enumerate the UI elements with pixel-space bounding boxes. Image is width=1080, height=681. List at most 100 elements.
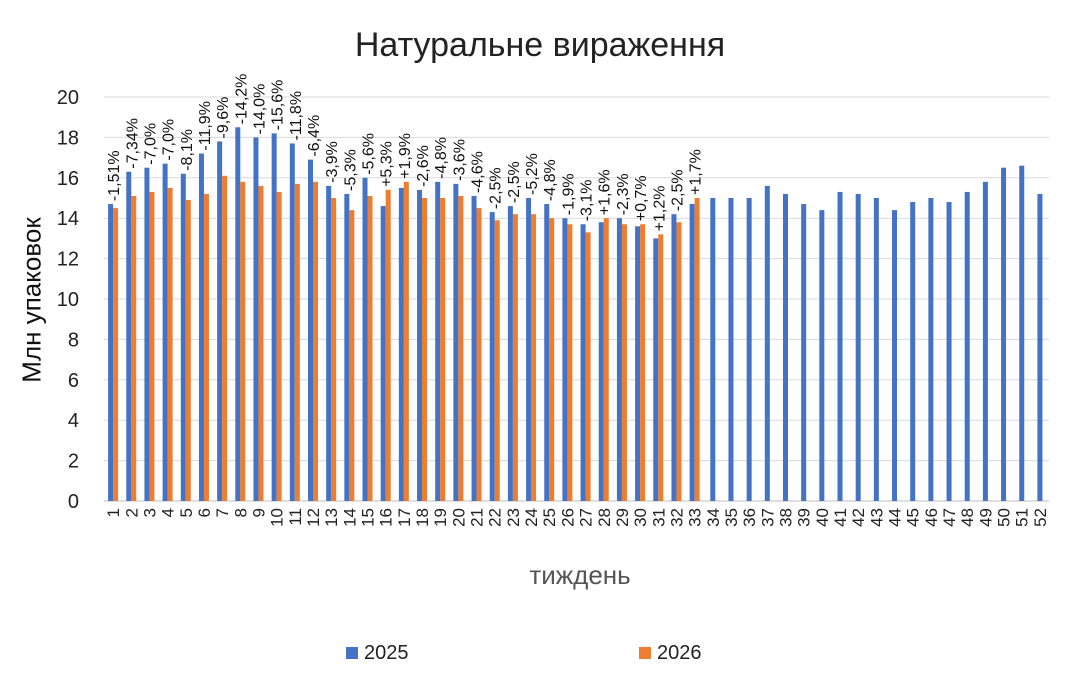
- bar-2025: [580, 224, 586, 501]
- bar-2026: [385, 189, 391, 502]
- bar-2026: [512, 214, 518, 501]
- bar-2025: [144, 167, 150, 501]
- bar-2025: [837, 191, 843, 501]
- bar-2026: [403, 181, 409, 501]
- x-tick-label: 47: [940, 508, 959, 527]
- bar-2026: [640, 224, 646, 501]
- legend-item-2026: 2026: [639, 641, 702, 665]
- x-tick-label: 29: [613, 508, 632, 527]
- x-tick-label: 9: [249, 508, 268, 517]
- change-label: -4,8%: [542, 159, 559, 201]
- bar-2026: [258, 185, 264, 501]
- change-label: -15,6%: [270, 80, 287, 131]
- x-tick-label: 23: [504, 508, 523, 527]
- bar-2025: [801, 204, 807, 501]
- bar-2026: [476, 208, 482, 501]
- bar-2026: [367, 195, 373, 502]
- bar-2026: [113, 208, 119, 501]
- change-label: -8,1%: [179, 129, 196, 171]
- change-label: -1,51%: [106, 150, 123, 201]
- y-axis-ticks: 0 2 4 6 8 10 12 14 16 18 20: [57, 87, 79, 513]
- bar-2026: [422, 198, 428, 501]
- legend-swatch-2025: [346, 647, 358, 659]
- bar-2025: [289, 143, 295, 501]
- bars: [108, 127, 1043, 502]
- bar-2025: [598, 222, 604, 502]
- bar-2026: [331, 198, 337, 501]
- change-label: -1,9%: [560, 173, 577, 215]
- x-tick-label: 33: [686, 508, 705, 527]
- change-label: -3,6%: [451, 139, 468, 181]
- y-tick-label: 14: [57, 208, 79, 230]
- change-label: -2,5%: [488, 167, 505, 209]
- x-tick-label: 3: [140, 508, 159, 517]
- change-label: -14,2%: [233, 74, 250, 125]
- legend-swatch-2026: [639, 647, 651, 659]
- bar-2026: [276, 191, 282, 501]
- x-tick-label: 51: [1013, 508, 1032, 527]
- y-tick-label: 12: [57, 249, 79, 271]
- bar-2025: [728, 198, 734, 501]
- bar-2026: [294, 183, 300, 502]
- change-label: -3,1%: [579, 179, 596, 221]
- x-tick-label: 41: [831, 508, 850, 527]
- legend-item-2025: 2025: [346, 641, 409, 665]
- bar-2026: [458, 195, 464, 502]
- bar-2025: [689, 204, 695, 501]
- change-label: -9,6%: [215, 97, 232, 139]
- y-tick-label: 0: [68, 491, 79, 513]
- x-tick-label: 42: [849, 508, 868, 527]
- change-label: -2,5%: [669, 169, 686, 211]
- change-label: -2,3%: [615, 173, 632, 215]
- bar-2025: [1019, 165, 1025, 501]
- bar-2025: [544, 204, 550, 501]
- change-label: -7,0%: [142, 123, 159, 165]
- x-tick-label: 36: [740, 508, 759, 527]
- x-tick-label: 15: [359, 508, 378, 527]
- bar-2026: [312, 181, 318, 501]
- x-tick-label: 38: [776, 508, 795, 527]
- bar-2026: [531, 214, 537, 501]
- x-tick-label: 34: [704, 508, 723, 527]
- bar-2025: [417, 189, 423, 502]
- x-tick-label: 4: [159, 508, 178, 517]
- change-label: +1,9%: [397, 133, 414, 179]
- bar-2025: [635, 226, 641, 501]
- y-tick-label: 8: [68, 329, 79, 351]
- x-tick-label: 21: [468, 508, 487, 527]
- change-label: -11,8%: [288, 91, 305, 141]
- bar-2025: [326, 185, 332, 501]
- change-label: -4,6%: [470, 151, 487, 193]
- bar-2025: [126, 171, 132, 502]
- bar-2026: [676, 222, 682, 502]
- bar-2025: [855, 193, 861, 501]
- change-label: -3,9%: [324, 141, 341, 183]
- bar-2025: [180, 173, 186, 501]
- bar-2026: [694, 198, 700, 501]
- bar-2026: [240, 181, 246, 501]
- x-axis-title: тиждень: [529, 560, 631, 590]
- x-tick-label: 12: [304, 508, 323, 527]
- bar-2025: [982, 181, 988, 501]
- bar-2025: [398, 187, 404, 501]
- change-labels: -1,51%-7,34% -7,0% -7,0% -8,1% -11,9% -9,6% -1…: [106, 74, 705, 232]
- bar-2025: [435, 181, 441, 501]
- x-tick-label: 22: [486, 508, 505, 527]
- bar-2026: [131, 195, 137, 502]
- change-label: -7,0%: [161, 119, 178, 161]
- bar-2025: [928, 198, 934, 501]
- change-label: -5,6%: [361, 133, 378, 175]
- bar-2025: [471, 195, 477, 502]
- x-tick-label: 52: [1031, 508, 1050, 527]
- bar-2025: [217, 141, 223, 501]
- bar-2025: [710, 198, 716, 501]
- x-tick-label: 26: [558, 508, 577, 527]
- bar-2025: [453, 183, 459, 502]
- bar-2025: [1001, 167, 1007, 501]
- x-tick-label: 7: [213, 508, 232, 517]
- x-tick-label: 28: [595, 508, 614, 527]
- y-tick-label: 10: [57, 289, 79, 311]
- bar-2025: [1037, 193, 1043, 501]
- x-tick-label: 39: [795, 508, 814, 527]
- legend-label-2026: 2026: [657, 641, 702, 664]
